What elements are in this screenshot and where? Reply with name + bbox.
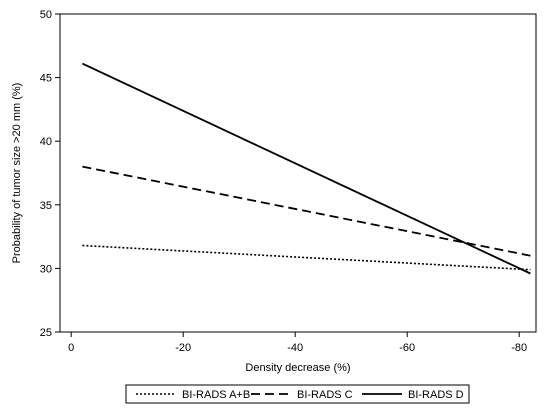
x-axis-title: Density decrease (%) [245,362,350,374]
legend-label-3: BI-RADS D [408,389,464,401]
series-line-1 [82,244,531,271]
y-tick-label: 45 [40,73,52,85]
x-tick-label: -80 [511,342,527,354]
x-tick-label: -20 [175,342,191,354]
series-line-2 [82,165,531,257]
x-tick-label: -40 [287,342,303,354]
series-lines [82,62,531,275]
x-tick-label: 0 [68,342,74,354]
y-tick-label: 30 [40,263,52,275]
y-axis-title: Probability of tumor size >20 mm (%) [11,83,23,264]
y-tick-label: 35 [40,200,52,212]
y-tick-label: 50 [40,9,52,21]
series-line-3 [82,62,531,275]
plot-area-frame [59,13,537,333]
x-tick-label: -60 [399,342,415,354]
legend-label-2: BI-RADS C [297,389,353,401]
y-axis: 25 30 35 40 45 50 [40,9,60,339]
x-axis: 0 -20 -40 -60 -80 [68,332,527,354]
y-tick-label: 40 [40,136,52,148]
y-tick-label: 25 [40,327,52,339]
legend-box [125,384,470,404]
legend: BI-RADS A+B BI-RADS C BI-RADS D [136,389,464,401]
legend-label-1: BI-RADS A+B [182,389,250,401]
